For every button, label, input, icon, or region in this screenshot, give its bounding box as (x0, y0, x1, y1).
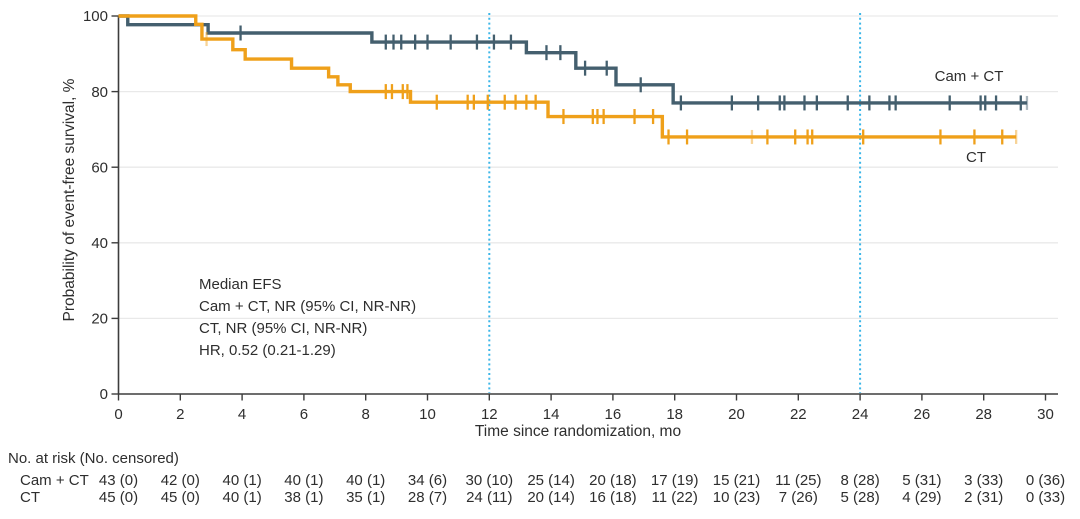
risk-cell: 10 (23) (712, 489, 761, 506)
risk-cell: 40 (1) (222, 489, 262, 506)
risk-cell: 4 (29) (902, 489, 942, 506)
risk-cell: 38 (1) (284, 489, 324, 506)
risk-row-label-ct: CT (20, 489, 40, 506)
risk-cell: 8 (28) (840, 472, 880, 489)
risk-row-ct: CT 45 (0) 45 (0) 40 (1) 38 (1) 35 (1) 28 (7) 2… (0, 489, 1080, 506)
risk-cell: 3 (33) (964, 472, 1004, 489)
risk-cell: 2 (31) (964, 489, 1004, 506)
y-axis-title: Probability of event-free survival, % (61, 78, 78, 322)
x-tick-label: 26 (914, 406, 931, 423)
risk-cell: 16 (18) (589, 489, 637, 506)
x-tick-label: 18 (666, 406, 683, 423)
risk-cell: 45 (0) (160, 489, 200, 506)
x-tick-label: 4 (238, 406, 246, 423)
risk-cell: 11 (22) (651, 489, 698, 506)
x-tick-label: 30 (1037, 406, 1054, 423)
risk-cell: 34 (6) (407, 472, 448, 489)
risk-cell: 40 (1) (222, 472, 262, 489)
x-tick-label: 12 (481, 406, 498, 423)
annotation-line-2: Cam + CT, NR (95% CI, NR-NR) (199, 298, 417, 315)
median-efs-annotation: Median EFS Cam + CT, NR (95% CI, NR-NR) … (199, 274, 416, 362)
risk-row-label-camct: Cam + CT (20, 472, 89, 489)
y-tick-label: 40 (91, 235, 108, 252)
series-label-ct: CT (966, 149, 986, 166)
x-axis-title: Time since randomization, mo (474, 423, 682, 440)
risk-cell: 11 (25) (775, 472, 822, 489)
y-tick-label: 80 (91, 84, 108, 101)
risk-cell: 5 (31) (902, 472, 942, 489)
risk-cell: 20 (18) (589, 472, 637, 489)
series-label-camct: Cam + CT (934, 68, 1004, 85)
x-tick-label: 10 (419, 406, 436, 423)
risk-cell: 24 (11) (466, 489, 513, 506)
km-curve-camct (118, 14, 1027, 105)
risk-cell: 25 (14) (527, 472, 575, 489)
risk-cell: 42 (0) (160, 472, 200, 489)
risk-cell: 20 (14) (527, 489, 575, 506)
risk-cell: 15 (21) (712, 472, 761, 489)
x-tick-label: 14 (543, 406, 560, 423)
x-tick-label: 0 (114, 406, 122, 423)
risk-cell: 28 (7) (407, 489, 448, 506)
risk-cell: 43 (0) (98, 472, 139, 489)
x-tick-label: 20 (728, 406, 745, 423)
x-tick-label: 22 (790, 406, 807, 423)
x-tick-label: 24 (852, 406, 869, 423)
x-tick-label: 2 (176, 406, 184, 423)
x-tick-label: 6 (300, 406, 308, 423)
x-tick-label: 16 (605, 406, 622, 423)
risk-cell: 5 (28) (840, 489, 880, 506)
risk-cell: 7 (26) (778, 489, 818, 506)
risk-cell: 0 (33) (1025, 489, 1066, 506)
annotation-line-3: CT, NR (95% CI, NR-NR) (199, 320, 368, 337)
x-tick-label: 28 (975, 406, 992, 423)
risk-cell: 45 (0) (98, 489, 139, 506)
y-tick-label: 20 (91, 311, 108, 328)
km-curve-ct (118, 14, 1017, 139)
risk-cell: 0 (36) (1025, 472, 1066, 489)
annotation-line-4: HR, 0.52 (0.21-1.29) (199, 342, 336, 359)
risk-cell: 30 (10) (465, 472, 514, 489)
risk-cell: 35 (1) (346, 489, 386, 506)
risk-cell: 17 (19) (650, 472, 699, 489)
y-tick-label: 100 (83, 8, 108, 25)
y-tick-label: 60 (91, 159, 108, 176)
annotation-line-1: Median EFS (199, 276, 282, 293)
risk-cell: 40 (1) (346, 472, 386, 489)
x-tick-label: 8 (362, 406, 370, 423)
risk-table-header: No. at risk (No. censored) (8, 450, 179, 467)
risk-row-camct: Cam + CT 43 (0) 42 (0) 40 (1) 40 (1) 40 (1) 3… (0, 472, 1080, 489)
y-tick-label: 0 (100, 386, 108, 403)
risk-cell: 40 (1) (284, 472, 324, 489)
